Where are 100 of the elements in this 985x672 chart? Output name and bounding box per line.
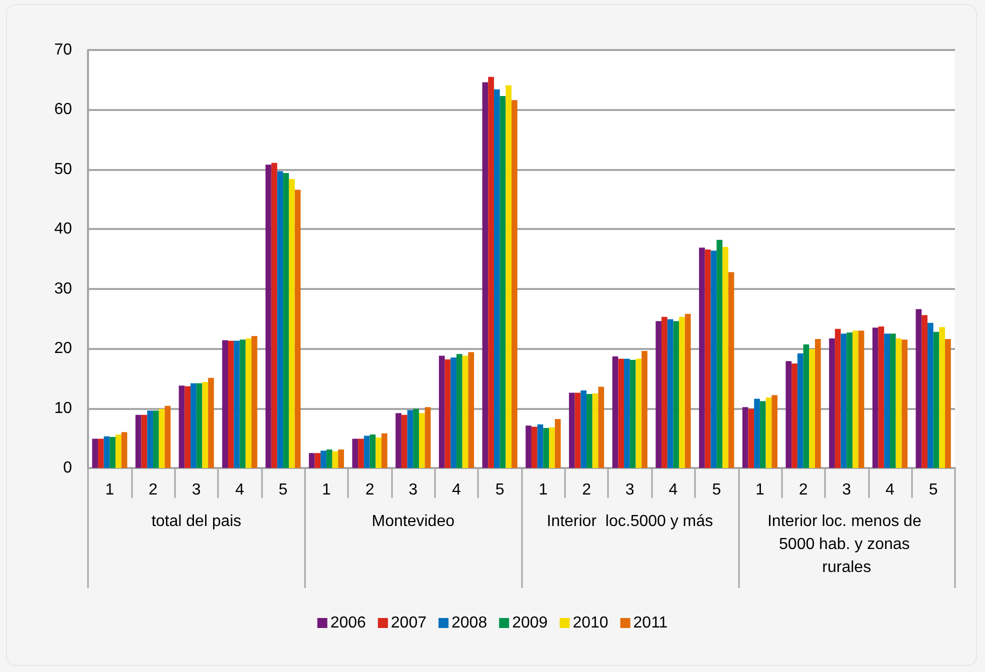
bar [630, 360, 636, 468]
bar [624, 358, 630, 468]
bar [840, 334, 847, 468]
legend-label: 2009 [512, 614, 548, 632]
bar [852, 330, 858, 468]
y-tick-label: 40 [54, 220, 72, 238]
bar [234, 340, 240, 468]
legend-label: 2007 [390, 614, 427, 632]
bar [277, 171, 284, 468]
bar [381, 433, 388, 468]
bar [401, 414, 408, 468]
bar [754, 398, 760, 468]
bar [586, 394, 592, 468]
x-tick-label: 5 [712, 482, 722, 498]
y-tick-label: 50 [54, 160, 72, 178]
bar [271, 162, 278, 468]
bar [202, 382, 208, 468]
bar [636, 358, 642, 468]
text: Interior loc. menos de 5000 hab. y zonas rurales [767, 513, 926, 576]
bar [110, 436, 116, 468]
bar [456, 354, 462, 468]
bar [531, 426, 538, 468]
bar [413, 408, 419, 468]
bar [549, 427, 555, 468]
bar [568, 392, 575, 468]
bar [742, 407, 748, 468]
x-tick-label: 3 [625, 482, 634, 498]
bar [506, 85, 512, 468]
bar [760, 401, 766, 468]
bar [104, 436, 110, 468]
bar [884, 334, 890, 468]
bar [370, 434, 376, 468]
text: Montevideo [372, 513, 455, 530]
y-tick-label: 0 [63, 460, 72, 476]
bar [326, 449, 332, 468]
bar [208, 378, 214, 468]
bar [444, 359, 451, 468]
bar [748, 408, 754, 468]
legend-label: 2010 [572, 614, 608, 632]
y-tick-label: 30 [54, 280, 72, 298]
bar [939, 327, 946, 468]
bar [922, 315, 928, 468]
bar [396, 413, 402, 468]
bar [222, 340, 228, 468]
bar [927, 322, 934, 468]
bar [673, 321, 680, 468]
bar [858, 330, 864, 468]
bar [450, 358, 456, 468]
bar [184, 386, 191, 468]
x-tick-label: 3 [842, 482, 852, 498]
bar [332, 451, 338, 468]
x-tick-label: 4 [668, 482, 678, 498]
y-tick-label: 20 [54, 340, 72, 358]
legend-label: 2011 [633, 614, 668, 632]
bar [846, 332, 852, 468]
bar [141, 414, 148, 468]
bar [699, 248, 705, 468]
bar [98, 438, 104, 468]
text: total del pais [151, 513, 242, 530]
x-tick-label: 5 [495, 482, 504, 498]
bar [294, 190, 301, 468]
x-tick-label: 4 [235, 482, 244, 498]
bar [667, 319, 674, 468]
bar [266, 164, 272, 468]
bar [526, 426, 532, 468]
bar [580, 390, 587, 468]
y-tick-label: 70 [54, 42, 72, 58]
bar [196, 383, 202, 468]
bar [543, 428, 550, 468]
bar [902, 340, 908, 468]
y-tick-label: 60 [54, 101, 72, 118]
text: Interior loc.5000 y más [546, 513, 714, 530]
bar [314, 453, 321, 468]
x-tick-label: 1 [322, 482, 331, 498]
bar [803, 344, 810, 468]
bar [554, 419, 561, 468]
bar [116, 434, 122, 468]
bar [338, 449, 344, 468]
bar [872, 328, 878, 468]
bar [283, 173, 289, 468]
bar [896, 338, 902, 468]
bar [684, 314, 691, 468]
bar [308, 453, 315, 468]
bar [642, 350, 648, 468]
x-tick-label: 1 [755, 482, 764, 498]
bar [462, 356, 468, 468]
x-tick-label: 2 [365, 482, 374, 498]
legend-label: 2006 [330, 614, 366, 632]
bar [890, 334, 896, 468]
bar [121, 432, 128, 468]
bar [829, 338, 835, 468]
bar [537, 424, 544, 468]
bar [135, 414, 142, 468]
bar [153, 410, 159, 468]
bar [92, 438, 98, 468]
bar [288, 178, 295, 468]
x-tick-label: 3 [408, 482, 418, 498]
bar [710, 250, 717, 468]
bar [512, 100, 518, 468]
x-tick-label: 2 [798, 482, 808, 498]
